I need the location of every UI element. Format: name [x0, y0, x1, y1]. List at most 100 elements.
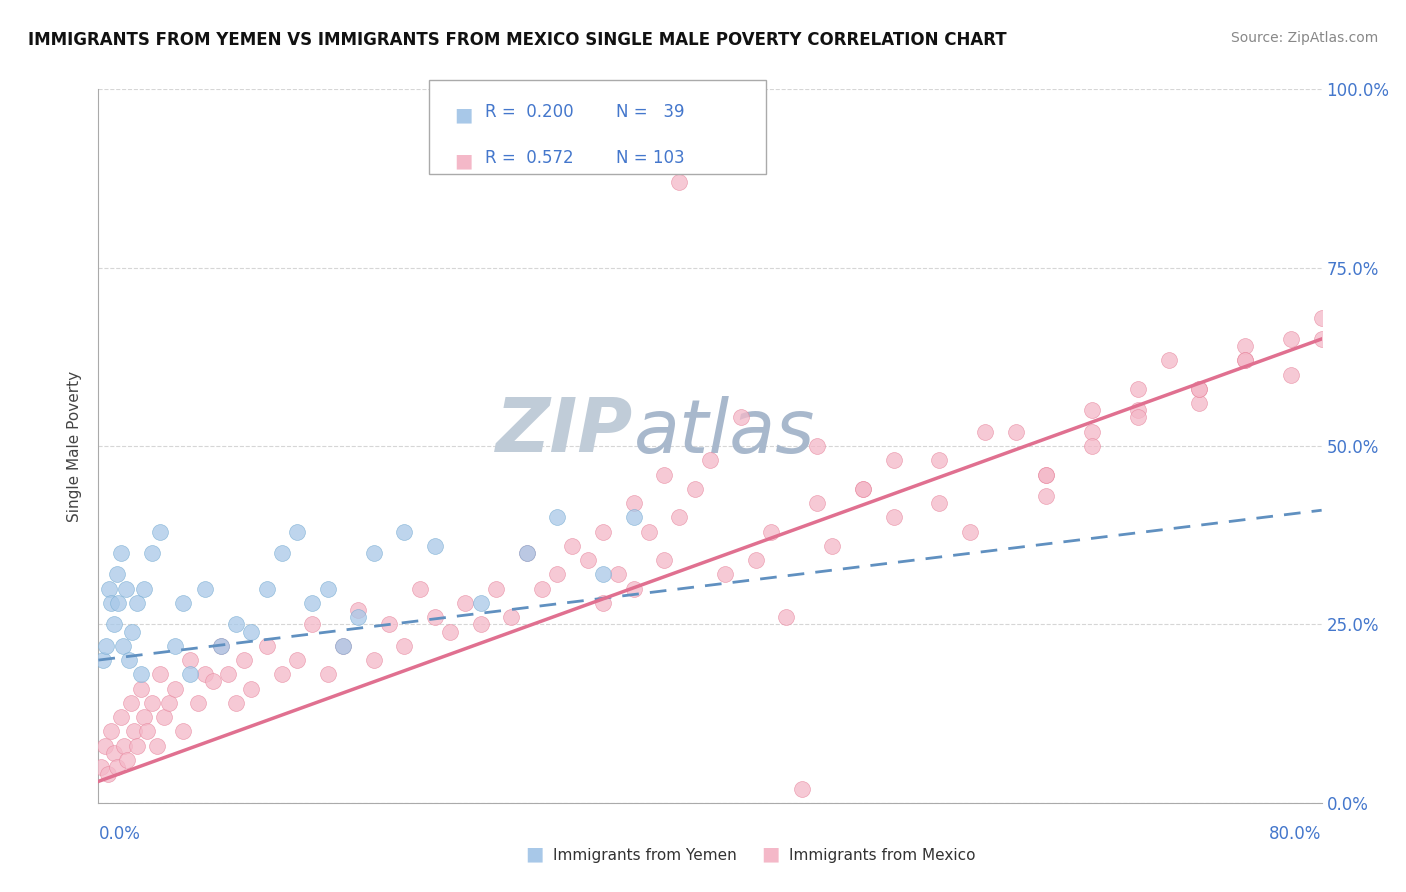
- Text: 80.0%: 80.0%: [1270, 825, 1322, 843]
- Point: [1128, 403, 1150, 417]
- Point: [347, 610, 370, 624]
- Point: [217, 667, 239, 681]
- Point: [378, 617, 401, 632]
- Point: [316, 582, 339, 596]
- Point: [107, 596, 129, 610]
- Point: [285, 653, 308, 667]
- Point: [1035, 467, 1057, 482]
- Point: [240, 624, 263, 639]
- Point: [136, 724, 159, 739]
- Point: [530, 582, 553, 596]
- Point: [806, 496, 828, 510]
- Point: [91, 653, 114, 667]
- Text: ■: ■: [454, 105, 472, 124]
- Point: [1004, 425, 1026, 439]
- Text: R =  0.200: R = 0.200: [485, 103, 574, 120]
- Point: [959, 524, 981, 539]
- Point: [105, 760, 128, 774]
- Point: [316, 667, 339, 681]
- Point: [652, 553, 675, 567]
- Point: [392, 524, 416, 539]
- Point: [157, 696, 180, 710]
- Point: [439, 624, 461, 639]
- Point: [363, 653, 385, 667]
- Point: [270, 667, 294, 681]
- Point: [652, 467, 675, 482]
- Point: [974, 425, 997, 439]
- Point: [638, 524, 661, 539]
- Point: [332, 639, 354, 653]
- Point: [516, 546, 538, 560]
- Text: R =  0.572: R = 0.572: [485, 149, 574, 167]
- Point: [852, 482, 875, 496]
- Point: [1279, 368, 1302, 382]
- Point: [270, 546, 294, 560]
- Point: [110, 710, 132, 724]
- Point: [1188, 396, 1211, 410]
- Point: [256, 639, 278, 653]
- Point: [592, 524, 614, 539]
- Point: [501, 610, 523, 624]
- Y-axis label: Single Male Poverty: Single Male Poverty: [67, 370, 83, 522]
- Point: [1081, 403, 1104, 417]
- Point: [730, 410, 752, 425]
- Point: [141, 696, 163, 710]
- Point: [1234, 339, 1257, 353]
- Point: [1188, 382, 1211, 396]
- Point: [153, 710, 176, 724]
- Point: [141, 546, 163, 560]
- Point: [1128, 410, 1150, 425]
- Point: [347, 603, 370, 617]
- Point: [1035, 489, 1057, 503]
- Point: [194, 582, 217, 596]
- Point: [668, 510, 690, 524]
- Point: [103, 617, 125, 632]
- Point: [623, 582, 645, 596]
- Point: [1035, 467, 1057, 482]
- Point: [163, 639, 186, 653]
- Point: [187, 696, 209, 710]
- Text: ■: ■: [761, 845, 780, 863]
- Point: [94, 639, 117, 653]
- Text: atlas: atlas: [634, 396, 815, 467]
- Point: [179, 667, 201, 681]
- Point: [454, 596, 477, 610]
- Point: [423, 539, 446, 553]
- Point: [423, 610, 446, 624]
- Point: [134, 710, 156, 724]
- Point: [98, 582, 121, 596]
- Text: 0.0%: 0.0%: [98, 825, 141, 843]
- Point: [240, 681, 263, 696]
- Point: [928, 453, 950, 467]
- Point: [607, 567, 630, 582]
- Point: [592, 596, 614, 610]
- Point: [129, 667, 152, 681]
- Text: ZIP: ZIP: [496, 395, 634, 468]
- Point: [1234, 353, 1257, 368]
- Point: [408, 582, 430, 596]
- Point: [90, 760, 112, 774]
- Point: [129, 681, 152, 696]
- Point: [745, 553, 768, 567]
- Point: [115, 582, 138, 596]
- Point: [301, 617, 323, 632]
- Point: [1081, 439, 1104, 453]
- Point: [172, 724, 194, 739]
- Point: [1279, 332, 1302, 346]
- Point: [118, 653, 141, 667]
- Text: N =   39: N = 39: [616, 103, 685, 120]
- Point: [852, 482, 875, 496]
- Point: [806, 439, 828, 453]
- Text: IMMIGRANTS FROM YEMEN VS IMMIGRANTS FROM MEXICO SINGLE MALE POVERTY CORRELATION : IMMIGRANTS FROM YEMEN VS IMMIGRANTS FROM…: [28, 31, 1007, 49]
- Point: [668, 175, 690, 189]
- Point: [775, 610, 797, 624]
- Point: [225, 696, 247, 710]
- Point: [145, 739, 167, 753]
- Point: [194, 667, 217, 681]
- Point: [561, 539, 583, 553]
- Point: [285, 524, 308, 539]
- Point: [516, 546, 538, 560]
- Point: [209, 639, 232, 653]
- Point: [592, 567, 614, 582]
- Point: [121, 624, 143, 639]
